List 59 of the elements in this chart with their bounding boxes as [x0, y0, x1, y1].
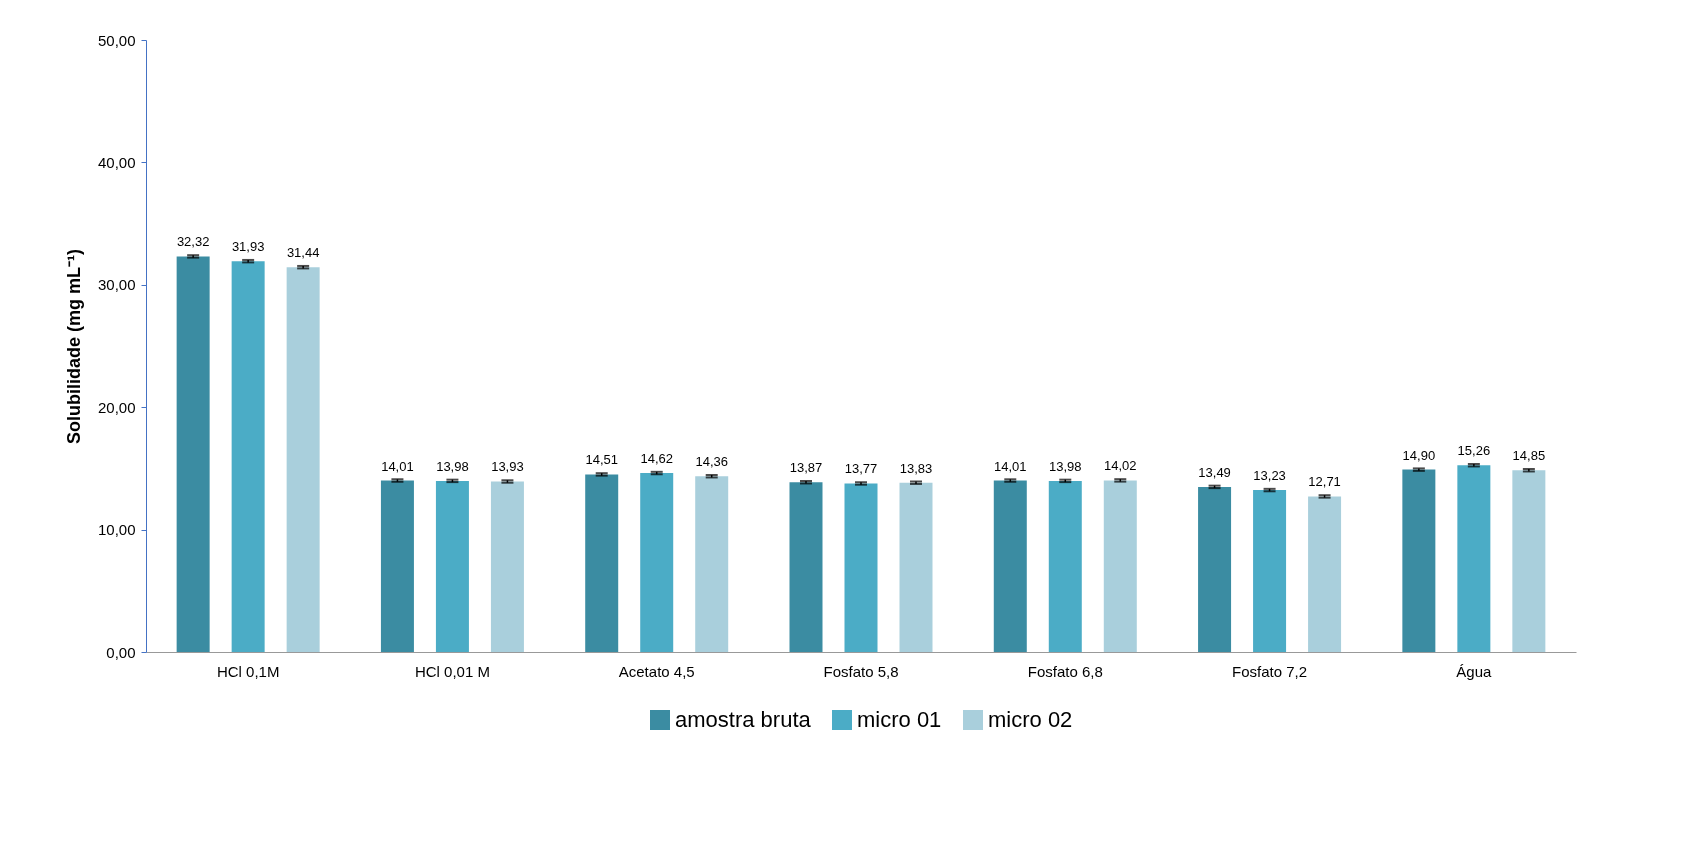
- bar: [1308, 496, 1342, 652]
- data-label: 13,83: [899, 460, 933, 476]
- data-label: 14,01: [994, 458, 1027, 474]
- bar: [380, 480, 414, 652]
- x-tick-label: Acetato 4,5: [618, 662, 695, 680]
- bar: [1103, 480, 1137, 652]
- bar: [1198, 486, 1232, 652]
- bar: [789, 482, 823, 652]
- bar: [176, 256, 210, 652]
- legend-label: micro 02: [988, 707, 1073, 732]
- bar: [435, 480, 469, 652]
- bar: [231, 261, 265, 652]
- bar: [1457, 465, 1491, 652]
- data-label: 13,87: [789, 460, 823, 476]
- data-label: 13,77: [844, 461, 878, 477]
- bar: [1048, 480, 1082, 652]
- data-label: 32,32: [176, 234, 210, 250]
- x-tick-label: HCl 0,1M: [216, 662, 280, 680]
- bar: [1512, 470, 1546, 652]
- bar: [490, 481, 524, 652]
- data-label: 15,26: [1457, 443, 1491, 459]
- y-tick-label: 40,00: [97, 153, 136, 171]
- bar: [640, 473, 674, 652]
- bar: [695, 476, 729, 652]
- y-tick-label: 10,00: [97, 521, 136, 539]
- data-label: 31,93: [231, 239, 265, 255]
- data-label: 14,51: [585, 452, 618, 468]
- legend-label: amostra bruta: [675, 707, 812, 732]
- bar: [585, 474, 619, 652]
- x-tick-label: HCl 0,01 M: [414, 662, 490, 680]
- legend-label: micro 01: [857, 707, 942, 732]
- bar: [1253, 490, 1287, 652]
- bar: [844, 483, 878, 652]
- data-label: 14,02: [1104, 458, 1137, 474]
- y-tick-label: 30,00: [97, 276, 136, 294]
- bar: [899, 482, 933, 652]
- data-label: 31,44: [286, 245, 320, 261]
- data-label: 13,98: [436, 458, 469, 474]
- data-label: 12,71: [1308, 474, 1341, 490]
- x-tick-label: Água: [1456, 662, 1493, 680]
- data-label: 14,62: [640, 451, 673, 467]
- data-label: 14,85: [1512, 448, 1546, 464]
- bar: [286, 267, 320, 652]
- y-axis-title: Solubilidade (mg mL⁻¹): [63, 249, 84, 444]
- y-tick-label: 50,00: [97, 31, 136, 49]
- y-tick-label: 20,00: [97, 398, 136, 416]
- data-label: 13,98: [1049, 458, 1082, 474]
- data-label: 14,01: [381, 458, 414, 474]
- data-label: 13,49: [1198, 464, 1231, 480]
- data-label: 13,93: [491, 459, 524, 475]
- data-label: 14,90: [1402, 447, 1436, 463]
- x-tick-label: Fosfato 6,8: [1027, 662, 1103, 680]
- data-label: 13,23: [1253, 468, 1286, 484]
- bar: [993, 480, 1027, 652]
- data-label: 14,36: [695, 454, 728, 470]
- bar: [1402, 469, 1436, 652]
- x-tick-label: Fosfato 7,2: [1232, 662, 1308, 680]
- y-tick-label: 0,00: [106, 643, 136, 661]
- x-tick-label: Fosfato 5,8: [823, 662, 899, 680]
